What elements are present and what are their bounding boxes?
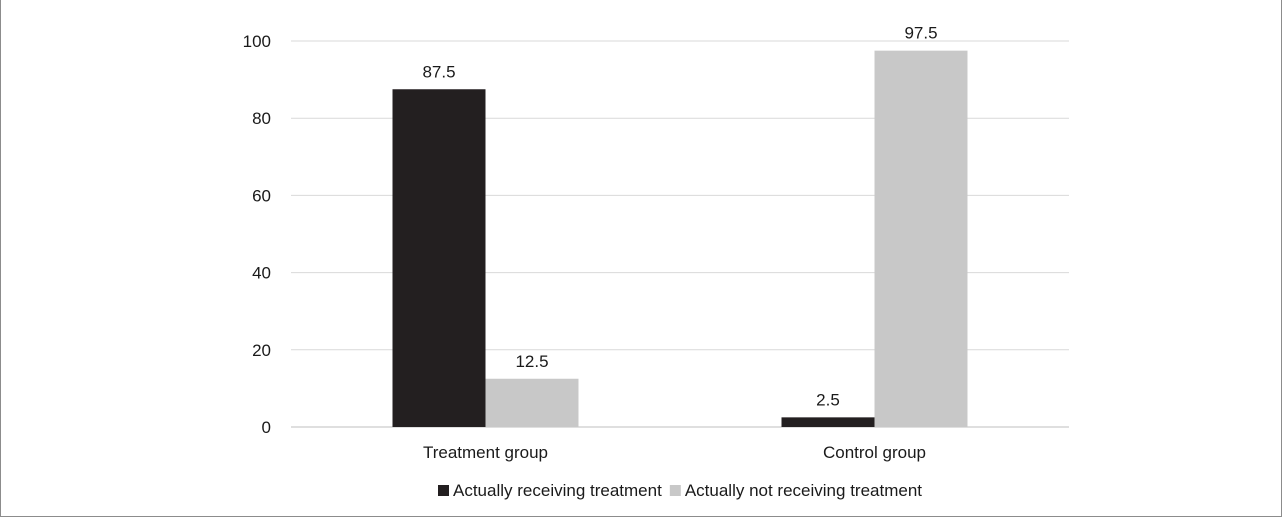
legend: Actually receiving treatment Actually not… [438,481,922,500]
legend-item: Actually not receiving treatment [669,481,922,500]
bars [392,50,968,428]
bar [781,417,875,427]
y-tick-label: 80 [252,109,271,128]
data-label: 2.5 [816,390,840,409]
y-tick-label: 20 [252,341,271,360]
data-label: 12.5 [515,352,548,371]
y-tick-label: 40 [252,264,271,283]
y-tick-label: 0 [262,418,271,437]
legend-swatch [669,485,681,496]
legend-label: Actually not receiving treatment [685,481,922,500]
y-axis-ticks: 0 20 40 60 80 100 [243,32,271,437]
bar [874,50,968,428]
data-label: 87.5 [422,62,455,81]
legend-item: Actually receiving treatment [438,481,662,500]
y-tick-label: 60 [252,186,271,205]
legend-label: Actually receiving treatment [453,481,662,500]
bar [392,89,486,427]
x-category-label: Treatment group [423,443,548,462]
data-labels: 87.5 12.5 2.5 97.5 [422,24,937,410]
y-tick-label: 100 [243,32,271,51]
x-axis-categories: Treatment group Control group [423,443,926,462]
x-category-label: Control group [823,443,926,462]
bar [485,378,579,427]
data-label: 97.5 [904,24,937,43]
legend-swatch [438,485,449,496]
